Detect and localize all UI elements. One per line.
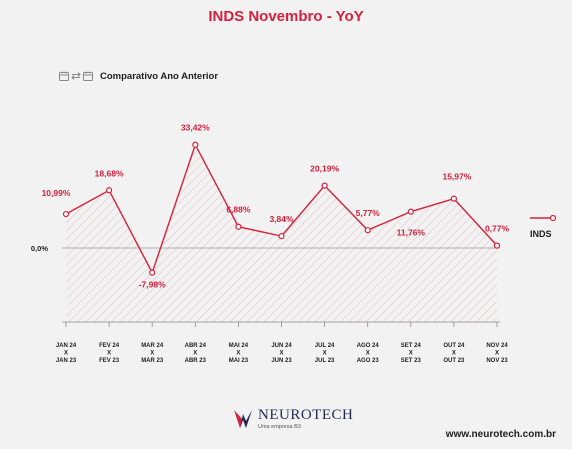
data-point xyxy=(235,223,242,230)
data-point xyxy=(149,269,156,276)
data-label: 10,99% xyxy=(42,188,71,198)
logo-name: NEUROTECH xyxy=(258,407,354,423)
x-tick-label: FEV 24 xyxy=(99,343,120,349)
x-tick-label: JAN 24 xyxy=(56,343,77,349)
x-tick-label: MAR 23 xyxy=(141,358,164,364)
x-tick-label: NOV 23 xyxy=(486,358,508,364)
x-tick-label: X xyxy=(409,351,413,357)
x-tick-label: X xyxy=(452,351,456,357)
x-tick-label: SET 24 xyxy=(401,343,422,349)
company-logo: NEUROTECH Uma empresa B3 xyxy=(232,408,353,432)
x-tick-label: MAI 23 xyxy=(229,358,249,364)
legend-label: INDS xyxy=(530,229,552,239)
x-tick-label: JUL 23 xyxy=(315,358,335,364)
logo-tagline: Uma empresa B3 xyxy=(258,424,301,430)
x-tick-label: NOV 24 xyxy=(486,343,508,349)
swap-arrows-icon xyxy=(71,72,81,80)
data-label: 3,84% xyxy=(269,214,294,224)
chart-subtitle: Comparativo Ano Anterior xyxy=(100,70,219,82)
x-tick-label: X xyxy=(150,351,154,357)
x-tick-label: X xyxy=(366,351,370,357)
website-link[interactable]: www.neurotech.com.br xyxy=(445,429,556,440)
x-tick-label: OUT 23 xyxy=(443,358,465,364)
x-tick-label: FEV 23 xyxy=(99,358,120,364)
x-tick-label: X xyxy=(64,351,68,357)
data-label: 0,77% xyxy=(485,224,510,234)
data-point xyxy=(364,227,371,234)
x-tick-label: X xyxy=(236,351,240,357)
x-tick-label: OUT 24 xyxy=(443,343,465,349)
subtitle-row: Comparativo Ano Anterior xyxy=(59,69,218,83)
x-tick-label: X xyxy=(193,351,197,357)
neurotech-logo-icon xyxy=(234,410,252,428)
chart-title: INDS Novembro - YoY xyxy=(208,8,364,25)
x-tick-label: X xyxy=(107,351,111,357)
data-point xyxy=(192,141,199,148)
data-point xyxy=(62,210,70,218)
data-label: 6,88% xyxy=(226,205,251,215)
data-label: 15,97% xyxy=(442,172,471,182)
x-tick-label: JUL 24 xyxy=(315,343,335,349)
data-label: 33,42% xyxy=(181,123,210,133)
data-label: 11,76% xyxy=(397,228,426,238)
x-tick-label: JUN 23 xyxy=(271,358,292,364)
x-tick-label: MAI 24 xyxy=(229,343,249,349)
x-tick-label: AGO 23 xyxy=(357,358,380,364)
x-tick-label: AGO 24 xyxy=(357,343,380,349)
x-tick-label: X xyxy=(279,351,283,357)
x-tick-label: JAN 23 xyxy=(56,358,77,364)
data-point xyxy=(321,182,328,189)
data-label: 5,77% xyxy=(356,208,381,218)
area-fill xyxy=(66,144,497,322)
x-tick-label: X xyxy=(323,351,327,357)
x-tick-label: X xyxy=(495,351,499,357)
calendar-icon xyxy=(83,71,93,81)
legend-marker xyxy=(549,214,557,222)
calendar-icon xyxy=(59,71,69,81)
data-point xyxy=(407,208,414,215)
x-tick-label: MAR 24 xyxy=(141,343,164,349)
data-label: 18,68% xyxy=(95,168,124,178)
x-tick-label: ABR 23 xyxy=(185,358,207,364)
data-point xyxy=(105,187,113,194)
x-tick-label: SET 23 xyxy=(401,358,422,364)
x-tick-label: JUN 24 xyxy=(271,343,292,349)
data-label: 20,19% xyxy=(310,164,339,174)
x-tick-label: ABR 24 xyxy=(185,343,207,349)
data-point xyxy=(450,195,457,202)
data-label: -7,98% xyxy=(139,280,166,290)
y-zero-label: 0,0% xyxy=(31,244,48,253)
data-point xyxy=(278,233,285,240)
data-point xyxy=(493,242,501,249)
